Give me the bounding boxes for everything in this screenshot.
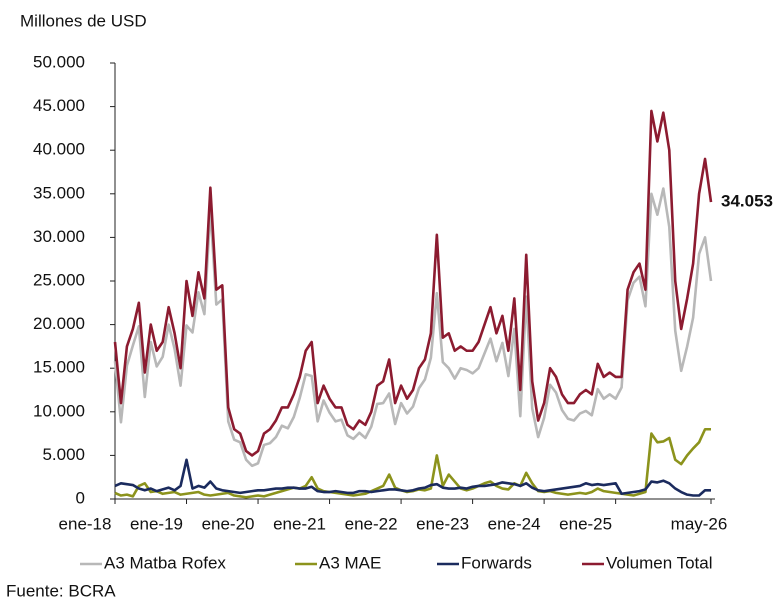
y-tick-label: 5.000 bbox=[42, 445, 85, 464]
y-tick-label: 50.000 bbox=[33, 52, 85, 71]
y-tick-label: 35.000 bbox=[33, 183, 85, 202]
legend-label: Volumen Total bbox=[606, 553, 712, 572]
y-axis-label: Millones de USD bbox=[20, 11, 147, 30]
y-tick-label: 40.000 bbox=[33, 140, 85, 159]
source: Fuente: BCRA bbox=[6, 581, 116, 600]
x-tick-label: ene-18 bbox=[59, 514, 112, 533]
x-tick-label: ene-25 bbox=[559, 514, 612, 533]
x-tick-label: ene-24 bbox=[488, 514, 541, 533]
y-tick-label: 30.000 bbox=[33, 227, 85, 246]
value-label: 34.053 bbox=[721, 192, 773, 211]
x-tick-label: ene-20 bbox=[202, 514, 255, 533]
series-line bbox=[113, 109, 713, 457]
x-tick-label: ene-19 bbox=[130, 514, 183, 533]
x-tick-label: ene-21 bbox=[273, 514, 326, 533]
series-line bbox=[114, 458, 711, 497]
x-tick-label: ene-23 bbox=[416, 514, 469, 533]
y-tick-label: 25.000 bbox=[33, 270, 85, 289]
x-tick-label: may-26 bbox=[671, 514, 728, 533]
y-tick-label: 45.000 bbox=[33, 96, 85, 115]
y-tick-label: 20.000 bbox=[33, 314, 85, 333]
legend-label: Forwards bbox=[461, 553, 532, 572]
series-line bbox=[113, 187, 713, 468]
x-tick-label: ene-22 bbox=[345, 514, 398, 533]
y-tick-label: 0 bbox=[76, 488, 85, 507]
y-tick-label: 15.000 bbox=[33, 358, 85, 377]
y-tick-label: 10.000 bbox=[33, 401, 85, 420]
legend-label: A3 Matba Rofex bbox=[104, 553, 226, 572]
legend-label: A3 MAE bbox=[319, 553, 381, 572]
